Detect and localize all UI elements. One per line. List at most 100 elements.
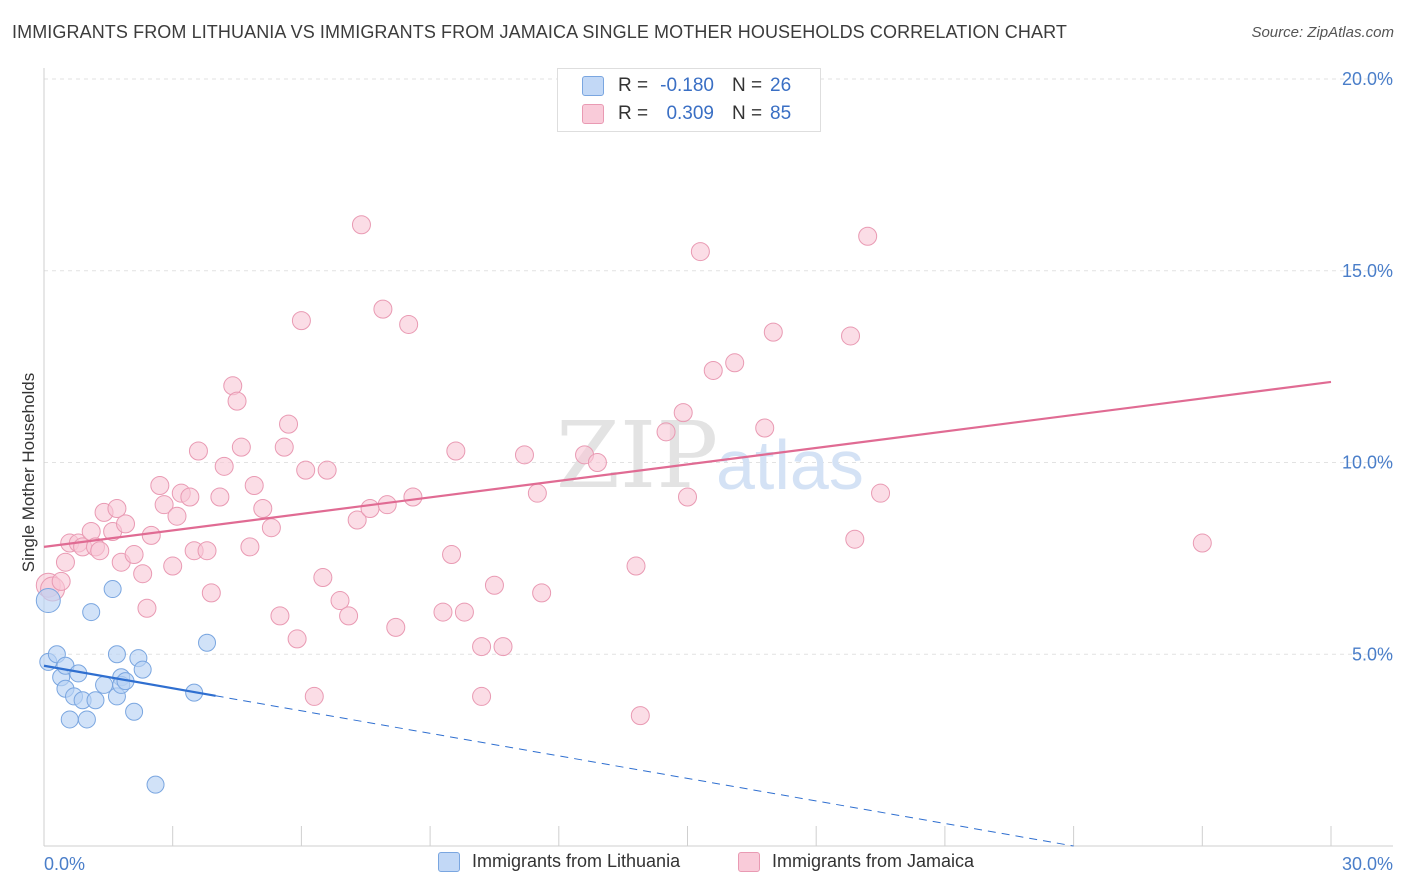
source-label: Source: ZipAtlas.com — [1251, 24, 1394, 41]
jamaica-point — [163, 556, 183, 576]
jamaica-point — [527, 483, 547, 503]
lithuania-point — [82, 603, 101, 622]
jamaica-point — [274, 437, 294, 457]
lithuania-point — [77, 710, 96, 729]
lithuania-point — [103, 580, 122, 599]
jamaica-point — [386, 617, 406, 637]
jamaica-point — [231, 437, 251, 457]
jamaica-point — [141, 525, 161, 545]
jamaica-point — [253, 499, 273, 519]
bottom-legend-lithuania: Immigrants from Lithuania — [438, 851, 680, 872]
jamaica-point — [51, 571, 71, 591]
jamaica-point — [287, 629, 307, 649]
lithuania-trend-extension — [215, 695, 1074, 847]
jamaica-point — [656, 422, 676, 442]
legend-r-label: R = — [618, 103, 649, 124]
correlation-legend: R = -0.180 N = 26 R = 0.309 N = 85 — [557, 68, 821, 132]
axis-labels: 5.0% 10.0% 15.0% 20.0% 0.0% 30.0% Single Mothe… — [19, 69, 1393, 874]
lithuania-point — [107, 645, 126, 664]
jamaica-trend-line — [43, 380, 1332, 548]
jamaica-point — [442, 545, 462, 565]
jamaica-point — [188, 441, 208, 461]
jamaica-point — [626, 556, 646, 576]
jamaica-point — [313, 568, 333, 588]
jamaica-point — [630, 706, 650, 726]
lithuania-points — [35, 580, 217, 794]
jamaica-point — [454, 602, 474, 622]
jamaica-point — [373, 299, 393, 319]
bottom-legend-label-jamaica: Immigrants from Jamaica — [772, 851, 975, 871]
y-tick-label: 15.0% — [1342, 261, 1393, 281]
jamaica-point — [399, 314, 419, 334]
jamaica-point — [446, 441, 466, 461]
jamaica-point — [532, 583, 552, 603]
jamaica-point — [433, 602, 453, 622]
jamaica-point — [291, 311, 311, 331]
jamaica-point — [472, 686, 492, 706]
jamaica-point — [845, 529, 865, 549]
jamaica-point — [167, 506, 187, 526]
jamaica-point — [317, 460, 337, 480]
legend-r-value-jamaica: 0.309 — [666, 103, 714, 124]
jamaica-point — [858, 226, 878, 246]
jamaica-point — [339, 606, 359, 626]
lithuania-trend-line — [43, 664, 216, 697]
jamaica-point — [403, 487, 423, 507]
jamaica-points — [35, 215, 1212, 726]
legend-r-label: R = — [618, 75, 649, 96]
lithuania-point — [60, 710, 79, 729]
jamaica-point — [484, 575, 504, 595]
lithuania-point — [86, 691, 105, 710]
legend-row-lithuania: R = -0.180 N = 26 — [582, 74, 798, 98]
lithuania-point — [35, 588, 61, 614]
jamaica-point — [514, 445, 534, 465]
jamaica-point — [690, 242, 710, 262]
jamaica-point — [493, 637, 513, 657]
jamaica-point — [279, 414, 299, 434]
jamaica-point — [90, 541, 110, 561]
chart-title: IMMIGRANTS FROM LITHUANIA VS IMMIGRANTS … — [12, 22, 1067, 42]
jamaica-point — [755, 418, 775, 438]
jamaica-point — [330, 591, 350, 611]
jamaica-point — [296, 460, 316, 480]
bottom-legend-jamaica: Immigrants from Jamaica — [738, 851, 974, 872]
legend-n-value-lithuania: 26 — [770, 75, 792, 96]
legend-row-jamaica: R = 0.309 N = 85 — [582, 102, 798, 126]
jamaica-point — [240, 537, 260, 557]
jamaica-point — [261, 518, 281, 538]
jamaica-point — [472, 637, 492, 657]
jamaica-point — [214, 456, 234, 476]
axes — [43, 68, 1393, 847]
legend-swatch-lithuania — [582, 76, 604, 96]
jamaica-point — [270, 606, 290, 626]
jamaica-point — [725, 353, 745, 373]
jamaica-point — [133, 564, 153, 584]
jamaica-point — [107, 499, 127, 519]
watermark-atlas: atlas — [716, 426, 864, 504]
jamaica-point — [244, 476, 264, 496]
jamaica-point — [841, 326, 861, 346]
legend-n-label: N = — [732, 103, 763, 124]
jamaica-point — [703, 360, 723, 380]
legend-swatch-jamaica — [582, 104, 604, 124]
y-tick-label: 5.0% — [1352, 644, 1393, 664]
bottom-swatch-lithuania — [438, 851, 460, 872]
jamaica-point — [871, 483, 891, 503]
x-tick-label-min: 0.0% — [44, 854, 85, 874]
lithuania-point — [198, 633, 217, 652]
jamaica-point — [673, 403, 693, 423]
jamaica-point — [678, 487, 697, 507]
y-tick-label: 10.0% — [1342, 453, 1393, 473]
jamaica-point — [360, 499, 380, 519]
jamaica-point — [55, 552, 75, 572]
jamaica-point — [763, 322, 783, 342]
jamaica-point — [347, 510, 367, 530]
legend-n-label: N = — [732, 75, 763, 96]
jamaica-point — [587, 453, 607, 472]
jamaica-point — [116, 514, 136, 534]
jamaica-point — [197, 541, 217, 561]
jamaica-point — [304, 686, 324, 706]
jamaica-point — [137, 598, 157, 618]
jamaica-point — [180, 487, 200, 507]
